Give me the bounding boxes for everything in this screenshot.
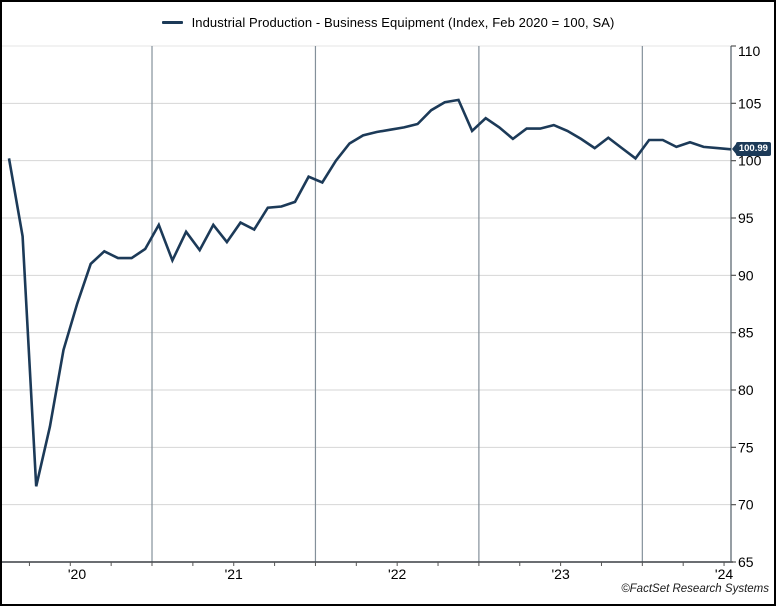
x-axis-tick-label: '21 <box>225 566 243 582</box>
data-line <box>7 98 732 487</box>
x-axis-tick-label: '22 <box>388 566 406 582</box>
x-axis-tick-label: '24 <box>715 566 733 582</box>
y-axis-tick-label: 95 <box>738 210 754 226</box>
last-value-text: 100.99 <box>735 142 771 157</box>
x-axis-tick-label: '20 <box>68 566 86 582</box>
y-axis-tick-label: 80 <box>738 382 754 398</box>
y-axis-tick-label: 110 <box>738 43 761 59</box>
last-value-badge: 100.99 <box>731 142 771 157</box>
y-axis-tick-label: 105 <box>738 95 762 111</box>
y-axis-tick-label: 70 <box>738 497 754 513</box>
y-axis-tick-label: 85 <box>738 325 754 341</box>
x-axis-tick-label: '23 <box>551 566 569 582</box>
badge-arrow-icon <box>731 144 736 155</box>
copyright-notice: ©FactSet Research Systems <box>621 583 769 595</box>
y-axis-tick-label: 90 <box>738 267 754 283</box>
y-axis-tick-label: 75 <box>738 439 754 455</box>
y-axis-tick-label: 100 <box>738 153 762 169</box>
y-axis-tick-label: 65 <box>738 554 754 570</box>
